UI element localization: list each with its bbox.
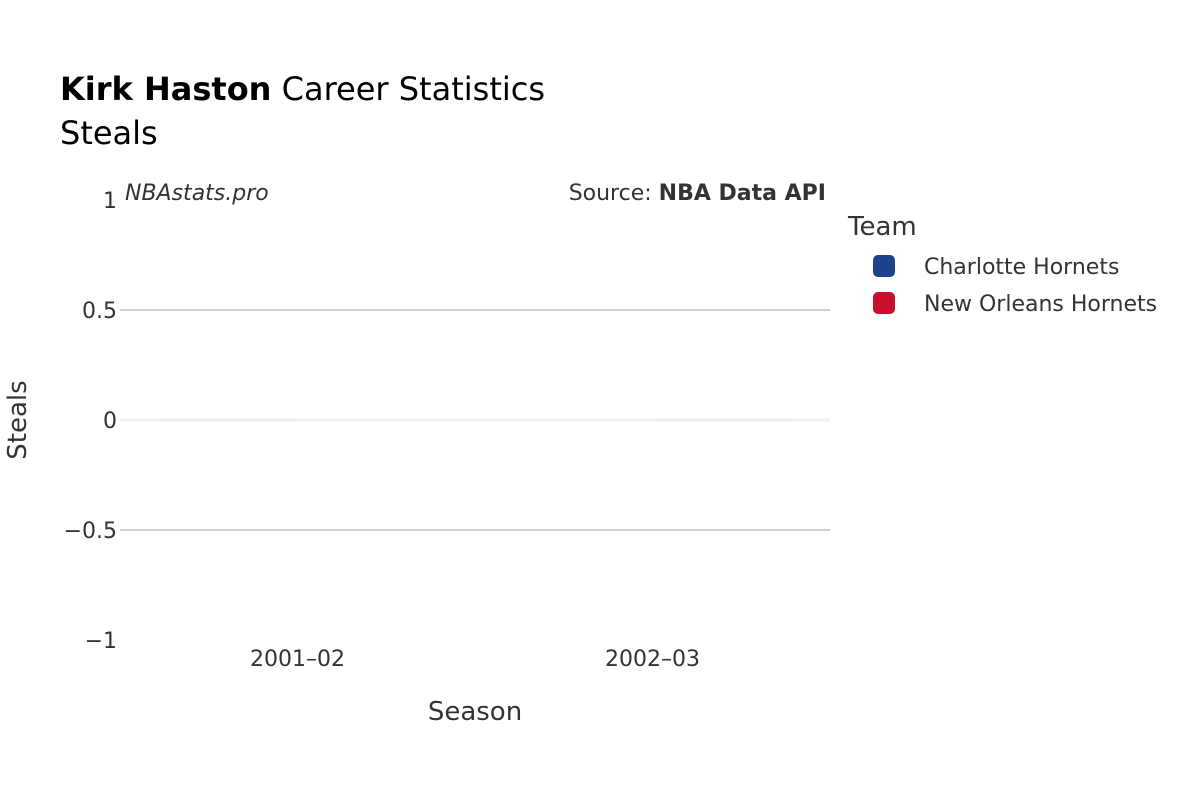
chart-title: Kirk Haston Career Statistics [60,70,545,108]
y-tick-label-0: −1 [85,629,117,654]
source-annotation: Source: NBA Data API [569,181,826,206]
x-axis-title: Season [428,697,522,727]
x-axis-ticks: 2001–02 2002–03 [250,647,700,672]
y-axis-title: Steals [3,380,33,459]
y-tick-label-2: 0 [103,409,117,434]
legend-label-1: New Orleans Hornets [924,292,1157,317]
chart-subtitle: Steals [60,114,158,152]
chart-title-rest: Career Statistics [271,70,545,108]
chart-title-player: Kirk Haston [60,70,271,108]
legend: Team Charlotte Hornets New Orleans Hornet… [847,212,1157,317]
y-tick-label-3: 0.5 [82,299,117,324]
x-tick-label-1: 2002–03 [605,647,700,672]
source-name: NBA Data API [659,181,826,206]
y-tick-label-4: 1 [103,189,117,214]
gridlines [120,309,830,531]
y-axis-ticks: −1 −0.5 0 0.5 1 [64,189,117,654]
legend-title: Team [847,212,917,242]
legend-label-0: Charlotte Hornets [924,255,1119,280]
bar-new-orleans-hornets-1 [652,419,795,421]
bars [155,419,795,421]
bar-charlotte-hornets-0 [155,419,298,421]
y-tick-label-1: −0.5 [64,519,117,544]
legend-swatch-1 [873,292,895,314]
x-tick-label-0: 2001–02 [250,647,345,672]
source-prefix: Source: [569,181,659,206]
legend-swatch-0 [873,255,895,277]
watermark-text: NBAstats.pro [125,181,269,206]
